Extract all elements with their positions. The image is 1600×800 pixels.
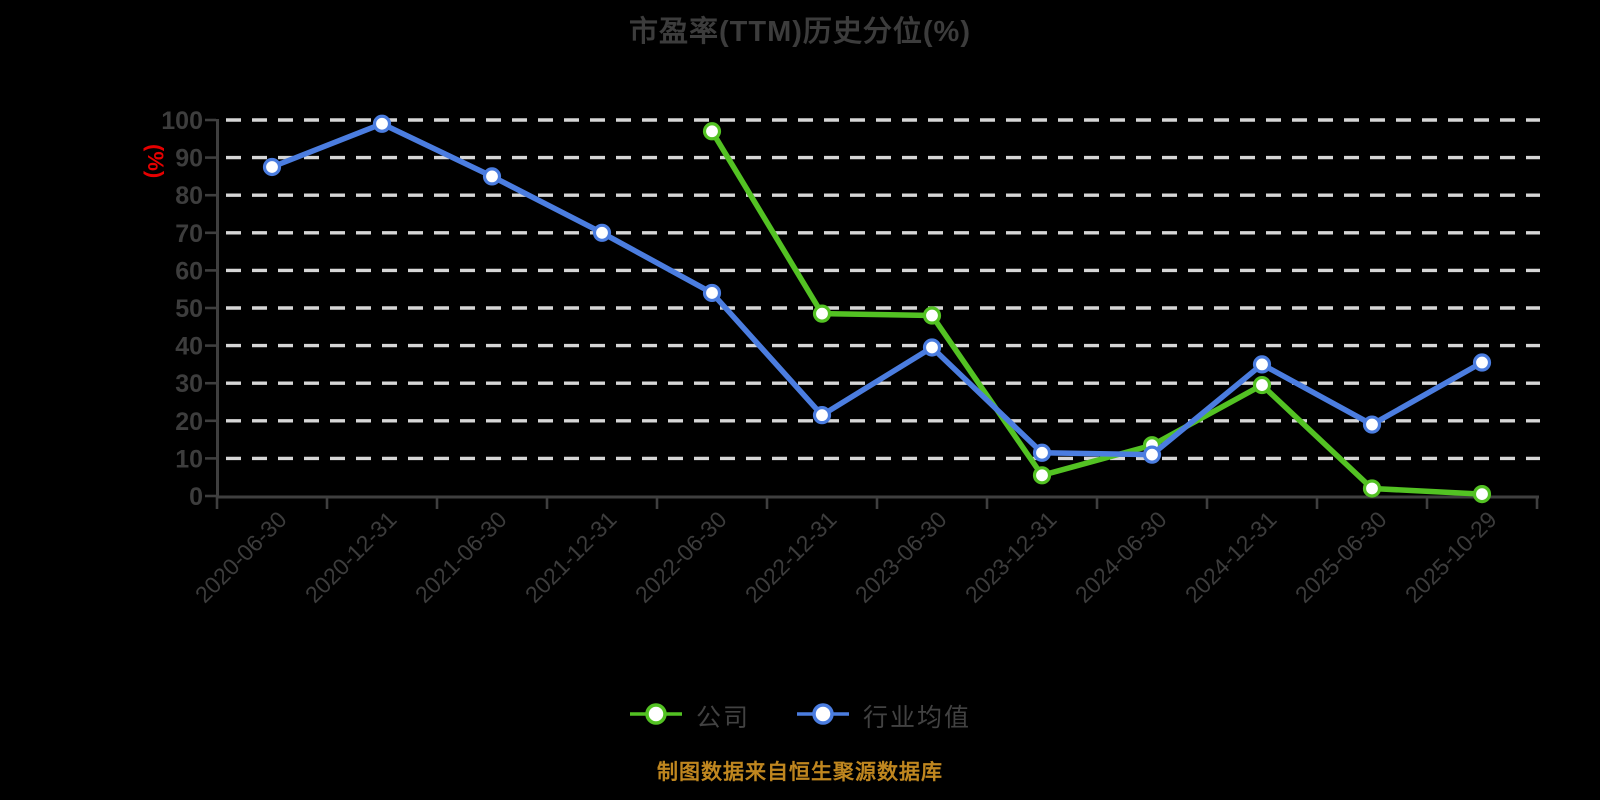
industry-data-point[interactable] <box>1362 415 1382 434</box>
industry-data-point[interactable] <box>812 406 832 425</box>
industry-data-point[interactable] <box>1472 353 1492 372</box>
industry-legend-marker <box>796 701 850 732</box>
industry-data-point[interactable] <box>702 283 722 303</box>
legend-item-company[interactable]: 公司 <box>629 698 750 734</box>
legend-item-industry[interactable]: 行业均值 <box>796 698 971 734</box>
y-axis-label: 60 <box>175 257 203 285</box>
y-axis-label: 20 <box>175 408 203 436</box>
y-axis-label: 100 <box>161 107 203 135</box>
industry-data-point[interactable] <box>482 167 502 186</box>
chart-title: 市盈率(TTM)历史分位(%) <box>628 16 971 48</box>
industry-data-point[interactable] <box>372 114 392 133</box>
y-axis-label: 80 <box>175 182 203 210</box>
industry-data-point[interactable] <box>1142 445 1162 464</box>
industry-series-line <box>269 121 1485 458</box>
line-chart-plot: 0 10 20 30 40 50 60 70 80 90 100 (%) 2020-06-30 2020-… <box>143 107 1540 608</box>
y-axis-label: 50 <box>175 295 203 323</box>
company-data-point[interactable] <box>1362 479 1382 498</box>
industry-data-point[interactable] <box>262 157 282 177</box>
x-axis-label: 2023-12-31 <box>960 506 1062 608</box>
x-axis-label: 2025-10-29 <box>1400 506 1502 608</box>
y-axis-label: 90 <box>175 145 203 173</box>
legend-label-industry: 行业均值 <box>863 704 972 732</box>
y-axis-label: 0 <box>189 483 203 511</box>
industry-data-point[interactable] <box>1032 443 1052 462</box>
company-data-point[interactable] <box>812 304 832 323</box>
y-axis-unit-label: (%) <box>143 144 168 178</box>
legend-marker-glyph <box>797 702 849 725</box>
y-axis-label: 40 <box>175 333 203 361</box>
company-data-point[interactable] <box>1252 375 1272 395</box>
data-source-caption: 制图数据来自恒生聚源数据库 <box>657 761 943 784</box>
chart-legend: 公司 行业均值 <box>0 698 1600 734</box>
company-data-point[interactable] <box>922 306 942 325</box>
company-series-line <box>709 128 1485 497</box>
x-axis-label: 2024-12-31 <box>1180 506 1282 608</box>
x-axis-label: 2020-12-31 <box>300 506 402 608</box>
x-axis-label: 2021-06-30 <box>410 506 512 608</box>
company-data-point[interactable] <box>702 122 722 141</box>
y-axis-label: 10 <box>175 445 203 473</box>
x-axis-label: 2023-06-30 <box>850 506 952 608</box>
industry-data-point[interactable] <box>592 223 612 242</box>
x-axis-label: 2025-06-30 <box>1290 506 1392 608</box>
x-axis-label: 2022-12-31 <box>740 506 842 608</box>
industry-data-point[interactable] <box>922 338 942 357</box>
x-axis-label: 2024-06-30 <box>1070 506 1172 608</box>
legend-label-company: 公司 <box>695 704 750 732</box>
industry-data-point[interactable] <box>1252 355 1272 374</box>
company-data-point[interactable] <box>1472 485 1492 504</box>
x-axis-label: 2020-06-30 <box>190 506 292 608</box>
y-axis-label: 30 <box>175 370 203 398</box>
company-legend-marker <box>629 701 683 732</box>
y-axis-label: 70 <box>175 220 203 248</box>
x-axis-label: 2021-12-31 <box>520 506 622 608</box>
x-axis-label: 2022-06-30 <box>630 506 732 608</box>
legend-marker-glyph <box>629 702 682 725</box>
company-data-point[interactable] <box>1032 466 1052 485</box>
